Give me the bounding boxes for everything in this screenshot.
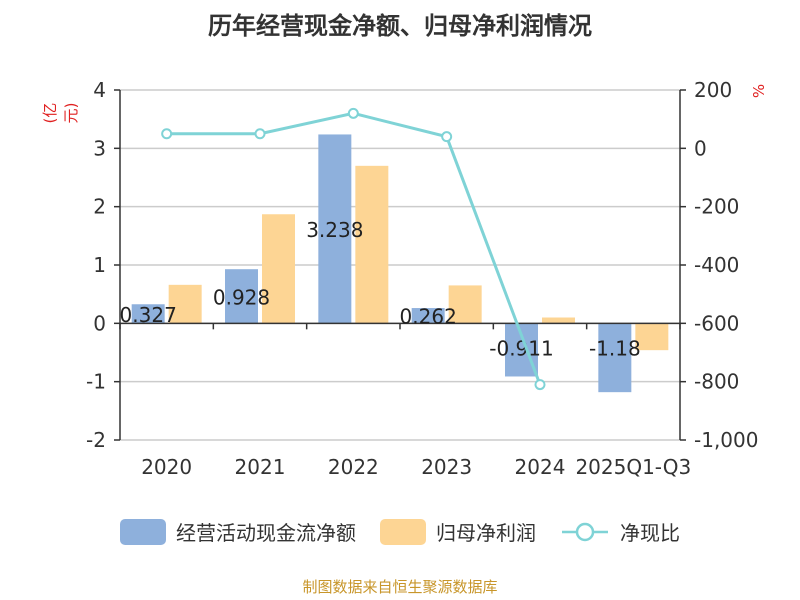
chart-title: 历年经营现金净额、归母净利润情况 bbox=[208, 12, 592, 40]
legend-item-netprofit[interactable]: 归母净利润 bbox=[380, 517, 536, 546]
line-point-ratio bbox=[161, 128, 173, 140]
bar-data-label: 0.928 bbox=[213, 285, 270, 309]
left-tick-label: 3 bbox=[93, 136, 106, 160]
left-tick-label: 4 bbox=[93, 78, 106, 102]
bar-cashflow bbox=[131, 304, 165, 324]
line-point-ratio bbox=[347, 107, 359, 119]
bar-cashflow bbox=[411, 308, 445, 324]
bar-netprofit bbox=[448, 285, 482, 324]
legend-swatch-cashflow bbox=[120, 518, 166, 545]
left-tick-label: 2 bbox=[93, 195, 106, 219]
x-tick-label: 2025Q1-Q3 bbox=[575, 455, 691, 479]
right-tick-label: -800 bbox=[694, 370, 739, 394]
bar-data-label: -1.18 bbox=[589, 336, 641, 360]
right-tick-label: 0 bbox=[694, 136, 707, 160]
bar-data-label: 3.238 bbox=[306, 218, 363, 242]
bar-netprofit bbox=[168, 284, 202, 324]
bar-netprofit bbox=[635, 323, 669, 351]
right-tick-label: -200 bbox=[694, 195, 739, 219]
right-tick-label: -1,000 bbox=[694, 428, 758, 452]
bar-data-label: -0.911 bbox=[489, 336, 553, 360]
legend-label-netprofit: 归母净利润 bbox=[436, 521, 536, 545]
legend-item-ratio[interactable]: 净现比 bbox=[560, 517, 680, 546]
right-tick-label: -600 bbox=[694, 311, 739, 335]
x-tick-label: 2024 bbox=[515, 455, 566, 479]
x-tick-label: 2020 bbox=[141, 455, 192, 479]
bar-data-label: 0.327 bbox=[120, 303, 177, 327]
bar-netprofit bbox=[355, 165, 389, 324]
left-tick-label: 1 bbox=[93, 253, 106, 277]
bar-cashflow bbox=[598, 323, 632, 393]
bar-cashflow bbox=[318, 134, 352, 324]
bar-netprofit bbox=[262, 214, 295, 324]
bar-netprofit bbox=[542, 317, 575, 324]
data-source: 制图数据来自恒生聚源数据库 bbox=[302, 578, 498, 596]
line-point-ratio bbox=[254, 128, 266, 140]
bar-data-label: 0.262 bbox=[400, 305, 457, 329]
line-point-ratio bbox=[534, 379, 546, 391]
legend-line-icon bbox=[562, 522, 608, 541]
x-tick-label: 2022 bbox=[328, 455, 379, 479]
left-tick-label: -2 bbox=[86, 428, 106, 452]
legend-swatch-netprofit bbox=[380, 518, 426, 545]
legend-label-ratio: 净现比 bbox=[620, 521, 680, 545]
chart-legend: 经营活动现金流净额 归母净利润 净现比 bbox=[0, 517, 800, 546]
legend-label-cashflow: 经营活动现金流净额 bbox=[176, 521, 356, 545]
line-point-ratio bbox=[441, 131, 453, 143]
line-ratio bbox=[166, 111, 542, 386]
x-tick-label: 2023 bbox=[421, 455, 472, 479]
left-tick-label: -1 bbox=[86, 370, 106, 394]
left-tick-label: 0 bbox=[93, 311, 106, 335]
legend-item-cashflow[interactable]: 经营活动现金流净额 bbox=[120, 517, 356, 546]
right-tick-label: 200 bbox=[694, 78, 732, 102]
bar-cashflow bbox=[225, 269, 258, 324]
x-tick-label: 2021 bbox=[235, 455, 286, 479]
right-tick-label: -400 bbox=[694, 253, 739, 277]
